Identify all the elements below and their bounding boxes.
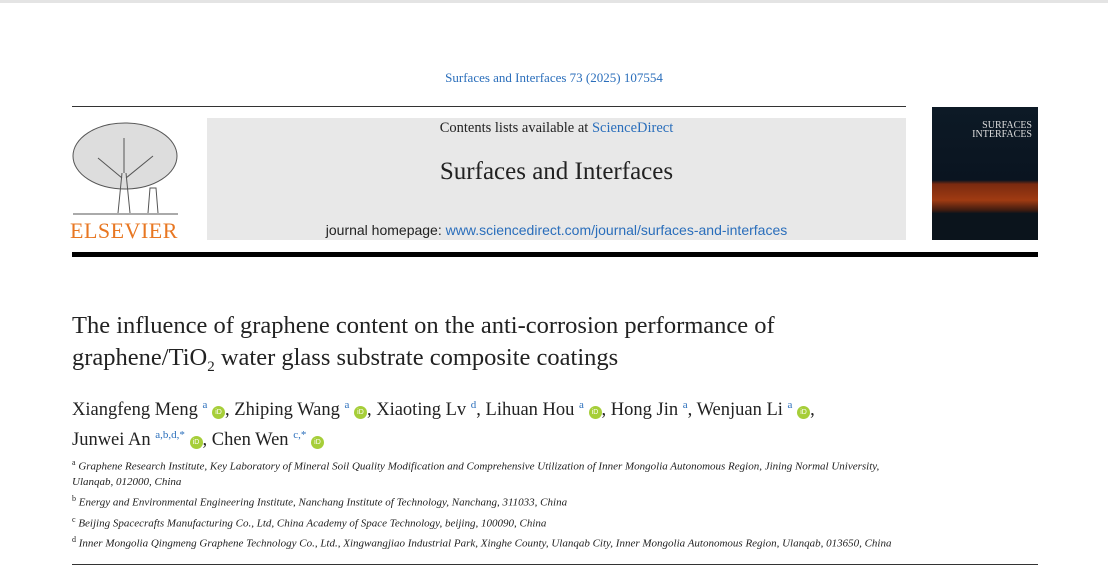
affiliation-text: Graphene Research Institute, Key Laborat… — [72, 460, 880, 489]
affiliation-list: a Graphene Research Institute, Key Labor… — [72, 455, 912, 553]
author-name[interactable]: Hong Jin — [610, 400, 679, 421]
author[interactable]: Hong Jin a — [610, 399, 688, 421]
affiliation-marker[interactable]: a — [682, 399, 688, 411]
author[interactable]: Xiangfeng Meng a iD — [72, 399, 226, 421]
affiliation-marker[interactable]: c,* — [293, 429, 307, 442]
author-list: Xiangfeng Meng a iD, Zhiping Wang a iD, … — [72, 399, 815, 451]
affiliation-marker[interactable]: a — [579, 399, 584, 411]
author[interactable]: Xiaoting Lv d — [376, 399, 477, 421]
viewer-top-border — [0, 0, 1108, 3]
journal-banner: Contents lists available at ScienceDirec… — [207, 118, 906, 240]
affiliation-key: d — [72, 535, 76, 545]
orcid-icon[interactable]: iD — [212, 406, 226, 420]
elsevier-tree-icon — [72, 122, 178, 215]
contents-prefix: Contents lists available at — [439, 120, 592, 136]
affiliation-marker[interactable]: d — [470, 399, 477, 411]
orcid-icon[interactable]: iD — [310, 436, 324, 450]
affiliation-text: Energy and Environmental Engineering Ins… — [78, 496, 568, 509]
affiliation-text: Beijing Spacecrafts Manufacturing Co., L… — [78, 517, 547, 530]
contents-line: Contents lists available at ScienceDirec… — [207, 120, 906, 137]
author-name[interactable]: Junwei An — [72, 430, 151, 451]
journal-citation[interactable]: Surfaces and Interfaces 73 (2025) 107554 — [445, 70, 663, 85]
author[interactable]: Junwei An a,b,d,* iD — [72, 429, 203, 451]
title-subscript: 2 — [207, 358, 215, 375]
affiliation-key: a — [72, 458, 76, 467]
affiliation-marker[interactable]: a — [787, 399, 793, 411]
header-thick-rule — [72, 252, 1038, 257]
journal-cover-image: SURFACES INTERFACES — [932, 107, 1038, 240]
affiliation: c Beijing Spacecrafts Manufacturing Co.,… — [72, 512, 912, 532]
homepage-prefix: journal homepage: — [325, 222, 446, 238]
journal-title: Surfaces and Interfaces — [439, 158, 674, 185]
author[interactable]: Chen Wen c,* iD — [211, 429, 324, 451]
author[interactable]: Wenjuan Li a iD — [696, 399, 811, 421]
title-part: graphene/TiO — [72, 344, 208, 371]
title-line-2: graphene/TiO2 water glass substrate comp… — [72, 342, 775, 383]
affiliation-text: Inner Mongolia Qingmeng Graphene Technol… — [78, 537, 892, 550]
orcid-icon[interactable]: iD — [353, 406, 367, 420]
elsevier-logo: ELSEVIER — [68, 118, 182, 244]
author-name[interactable]: Wenjuan Li — [696, 400, 783, 421]
author-name[interactable]: Chen Wen — [211, 430, 289, 451]
affiliation: a Graphene Research Institute, Key Labor… — [72, 455, 912, 491]
header-rule — [72, 106, 906, 107]
affiliation: d Inner Mongolia Qingmeng Graphene Techn… — [72, 532, 912, 552]
author-name[interactable]: Xiaoting Lv — [376, 400, 467, 421]
sciencedirect-link[interactable]: ScienceDirect — [591, 120, 674, 136]
orcid-icon[interactable]: iD — [588, 406, 602, 420]
affiliation-key: c — [72, 514, 76, 524]
orcid-icon[interactable]: iD — [797, 406, 811, 420]
article-title: The influence of graphene content on the… — [72, 310, 775, 383]
homepage-line: journal homepage: www.sciencedirect.com/… — [207, 222, 906, 238]
affiliation-key: b — [72, 494, 76, 504]
author[interactable]: Zhiping Wang a iD — [234, 399, 367, 421]
affiliation-marker[interactable]: a,b,d,* — [155, 429, 185, 442]
orcid-icon[interactable]: iD — [189, 436, 203, 450]
homepage-link[interactable]: www.sciencedirect.com/journal/surfaces-a… — [445, 222, 788, 238]
elsevier-wordmark: ELSEVIER — [70, 218, 178, 243]
affiliation-marker[interactable]: a — [344, 399, 350, 411]
affiliation-marker[interactable]: a — [202, 399, 208, 411]
author-name[interactable]: Lihuan Hou — [485, 400, 575, 421]
title-line-1: The influence of graphene content on the… — [72, 312, 775, 339]
author-name[interactable]: Xiangfeng Meng — [72, 400, 198, 421]
affiliation: b Energy and Environmental Engineering I… — [72, 491, 912, 511]
author[interactable]: Lihuan Hou a iD — [485, 399, 602, 421]
cover-title: SURFACES INTERFACES — [972, 120, 1032, 140]
title-part: water glass substrate composite coatings — [214, 344, 619, 371]
section-rule — [72, 564, 1038, 565]
author-name[interactable]: Zhiping Wang — [234, 400, 340, 421]
